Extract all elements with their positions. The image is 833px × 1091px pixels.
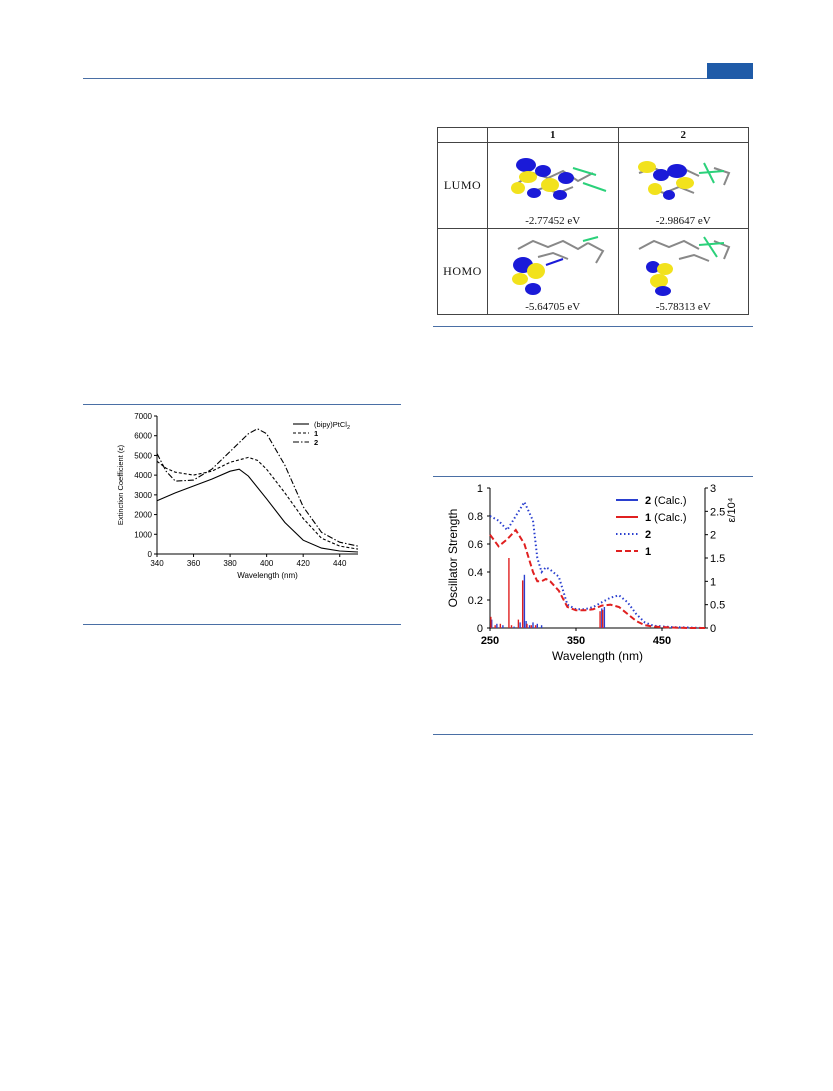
mo-table-header-2: 2	[617, 127, 749, 143]
legend-label: 2	[645, 529, 651, 541]
fig2-top-rule	[433, 476, 753, 477]
mo-table-header-blank	[437, 127, 488, 143]
y2-tick-label: 2	[710, 530, 716, 542]
y-tick-label: 0.4	[468, 567, 483, 579]
y2-tick-label: 0	[710, 623, 716, 635]
header-tag	[707, 63, 753, 79]
y-tick-label: 4000	[134, 471, 152, 480]
x-tick-label: 440	[333, 559, 347, 568]
y-tick-label: 0.6	[468, 539, 483, 551]
y2-tick-label: 0.5	[710, 600, 725, 612]
y-tick-label: 5000	[134, 451, 152, 460]
lumo-2-cell: -2.98647 eV	[617, 142, 749, 229]
y2-tick-label: 1.5	[710, 553, 725, 565]
series-line-1	[489, 528, 705, 629]
y-tick-label: 0.8	[468, 511, 483, 523]
lumo-2-orbital-image	[637, 161, 730, 200]
x-tick-label: 250	[481, 635, 499, 647]
fig2-bottom-rule	[433, 734, 753, 735]
homo-2-energy: -5.78313 eV	[655, 301, 711, 313]
oscillator-chart: 0 0.2 0.4 0.6 0.8 1 0 0.5 1 1.5 2 2.5 3 250 350 450 Wave…	[446, 483, 738, 663]
homo-1-orbital-image	[512, 236, 605, 295]
series-line-1	[156, 456, 359, 550]
x-tick-label: 450	[653, 635, 671, 647]
mo-table: 1 2 LUMO -2.77452 eV	[437, 127, 749, 315]
y-tick-label: 6000	[134, 432, 152, 441]
row-label-homo: HOMO	[437, 228, 488, 315]
fig1-bottom-rule	[83, 624, 401, 625]
y-tick-label: 2000	[134, 511, 152, 520]
lumo-2-energy: -2.98647 eV	[655, 215, 711, 227]
homo-2-orbital-image	[638, 236, 730, 296]
x-tick-label: 340	[150, 559, 164, 568]
legend-label: 2	[314, 438, 318, 447]
mo-table-header-1: 1	[487, 127, 619, 143]
y-tick-label: 1	[477, 483, 483, 495]
x-axis-label: Wavelength (nm)	[237, 571, 298, 580]
homo-1-energy: -5.64705 eV	[525, 301, 581, 313]
homo-1-cell: -5.64705 eV	[487, 228, 619, 315]
x-tick-label: 400	[260, 559, 274, 568]
x-axis-label: Wavelength (nm)	[552, 649, 643, 663]
x-tick-label: 350	[567, 635, 585, 647]
series-line-(bipy)PtCl2	[156, 468, 359, 553]
legend-label: 1 (Calc.)	[645, 512, 687, 524]
y2-tick-label: 2.5	[710, 506, 725, 518]
table-bottom-rule	[433, 326, 753, 327]
y-tick-label: 0.2	[468, 595, 483, 607]
legend-label: 2 (Calc.)	[645, 495, 687, 507]
series-line-2	[156, 428, 359, 547]
legend-label: 1	[314, 429, 318, 438]
y-tick-label: 1000	[134, 530, 152, 539]
series-line-2	[489, 499, 706, 629]
x-tick-label: 360	[187, 559, 201, 568]
y-tick-label: 0	[148, 550, 153, 559]
legend-label: (bipy)PtCl2	[314, 420, 350, 431]
header-rule	[83, 78, 753, 79]
y2-tick-label: 3	[710, 483, 716, 495]
legend-label: 1	[645, 546, 651, 558]
y-tick-label: 3000	[134, 491, 152, 500]
y2-axis-label: ε/10⁴	[726, 497, 738, 522]
y-tick-label: 7000	[134, 412, 152, 421]
y-tick-label: 0	[477, 623, 483, 635]
extinction-chart: 0 1000 2000 3000 4000 5000 6000 7000 340 360 380 40…	[116, 412, 359, 580]
x-tick-label: 420	[297, 559, 311, 568]
y-axis-label: Oscillator Strength	[446, 509, 460, 608]
y2-tick-label: 1	[710, 576, 716, 588]
fig1-top-rule	[83, 404, 401, 405]
y-axis-label: Extinction Coefficient (ε)	[116, 444, 125, 525]
row-label-lumo: LUMO	[437, 142, 488, 229]
homo-2-cell: -5.78313 eV	[617, 228, 749, 315]
x-tick-label: 380	[223, 559, 237, 568]
lumo-1-energy: -2.77452 eV	[525, 215, 581, 227]
lumo-1-cell: -2.77452 eV	[487, 142, 619, 229]
lumo-1-orbital-image	[511, 158, 607, 200]
